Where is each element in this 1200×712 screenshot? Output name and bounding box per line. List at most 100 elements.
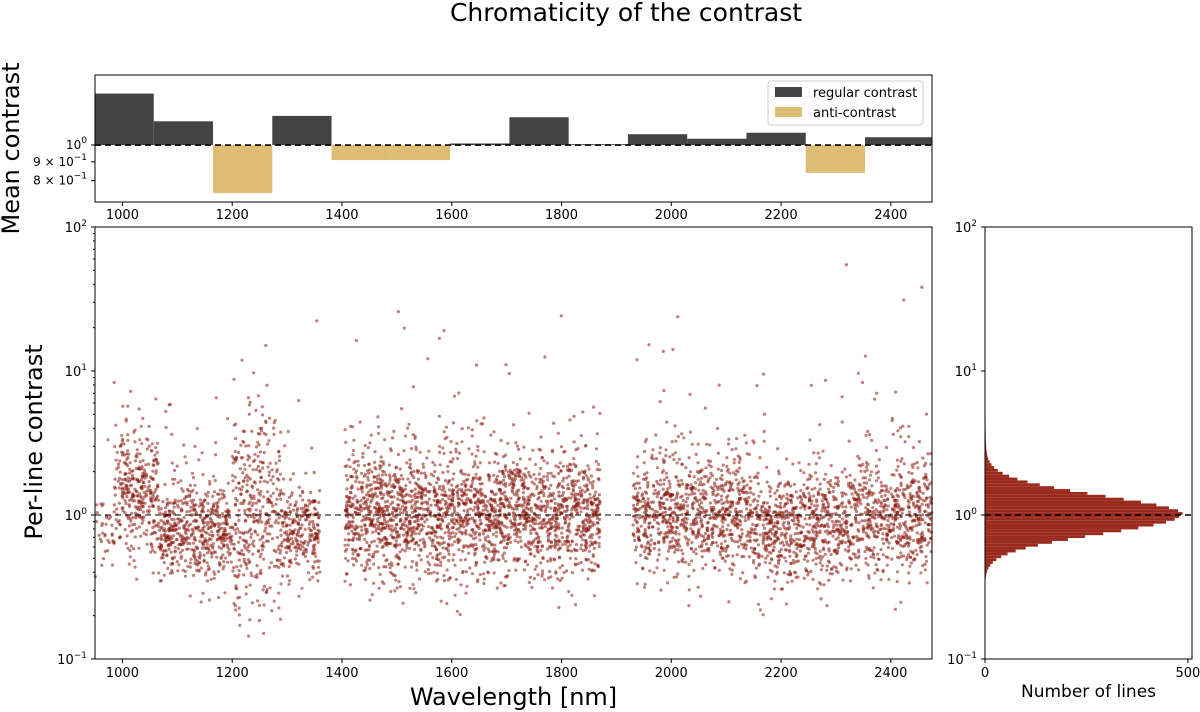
scatter-point bbox=[230, 534, 234, 538]
scatter-point bbox=[536, 505, 540, 509]
scatter-point bbox=[556, 548, 560, 552]
scatter-point bbox=[312, 513, 316, 517]
scatter-point bbox=[596, 564, 600, 568]
scatter-point bbox=[540, 544, 545, 549]
scatter-point bbox=[370, 593, 374, 597]
scatter-point bbox=[637, 528, 641, 533]
scatter-point bbox=[167, 509, 171, 513]
scatter-point bbox=[388, 476, 392, 480]
scatter-point bbox=[680, 512, 684, 517]
scatter-point bbox=[442, 574, 446, 578]
scatter-point bbox=[259, 552, 263, 556]
scatter-point bbox=[177, 521, 181, 525]
scatter-point bbox=[518, 457, 522, 461]
scatter-point bbox=[191, 541, 196, 545]
scatter-point bbox=[261, 466, 265, 470]
scatter-point bbox=[557, 525, 561, 529]
scatter-point bbox=[366, 497, 370, 501]
scatter-point bbox=[417, 577, 422, 581]
scatter-point bbox=[233, 475, 237, 479]
scatter-point bbox=[123, 528, 127, 532]
scatter-point bbox=[522, 514, 526, 518]
scatter-point bbox=[389, 449, 393, 453]
scatter-point bbox=[486, 534, 490, 539]
scatter-point bbox=[443, 490, 447, 494]
scatter-point bbox=[590, 503, 594, 507]
scatter-point bbox=[163, 482, 167, 487]
scatter-point bbox=[256, 533, 260, 537]
scatter-point bbox=[290, 530, 295, 534]
scatter-point bbox=[461, 522, 465, 526]
scatter-point bbox=[217, 524, 221, 529]
scatter-point bbox=[596, 509, 600, 513]
scatter-point bbox=[587, 567, 591, 571]
scatter-point bbox=[499, 497, 503, 501]
scatter-point bbox=[500, 470, 505, 474]
scatter-point bbox=[176, 517, 180, 521]
scatter-point bbox=[427, 497, 431, 501]
scatter-point bbox=[476, 578, 480, 582]
scatter-point bbox=[361, 455, 365, 459]
scatter-point bbox=[190, 471, 194, 475]
scatter-point bbox=[532, 493, 536, 498]
scatter-point bbox=[491, 532, 495, 536]
scatter-point bbox=[719, 468, 724, 473]
scatter-point bbox=[455, 520, 459, 524]
scatter-point bbox=[631, 503, 636, 508]
scatter-point bbox=[303, 527, 307, 532]
mean-contrast-bar-5 bbox=[331, 145, 391, 161]
scatter-point bbox=[465, 523, 469, 527]
scatter-point bbox=[278, 551, 282, 555]
scatter-point bbox=[454, 447, 458, 451]
scatter-point bbox=[356, 463, 361, 467]
mean-contrast-ytick-label-base: 9 × 10 bbox=[33, 155, 74, 169]
scatter-point bbox=[488, 528, 492, 532]
scatter-point bbox=[661, 469, 666, 473]
scatter-point bbox=[536, 544, 540, 549]
scatter-point bbox=[719, 553, 723, 557]
scatter-point bbox=[121, 437, 125, 441]
scatter-point bbox=[584, 538, 588, 543]
scatter-point bbox=[234, 608, 238, 612]
scatter-point bbox=[121, 496, 125, 500]
scatter-point bbox=[260, 405, 264, 409]
mean-contrast-bar-4 bbox=[272, 115, 332, 146]
scatter-point bbox=[396, 497, 400, 501]
scatter-point bbox=[170, 528, 174, 532]
scatter-point bbox=[579, 530, 584, 534]
scatter-point bbox=[404, 501, 408, 505]
scatter-point bbox=[720, 556, 724, 560]
scatter-point bbox=[668, 529, 673, 533]
scatter-point bbox=[203, 492, 208, 496]
scatter-point bbox=[730, 572, 734, 576]
scatter-point bbox=[426, 567, 430, 572]
scatter-point bbox=[309, 539, 313, 543]
scatter-point bbox=[465, 584, 469, 589]
scatter-point bbox=[408, 458, 412, 462]
scatter-point bbox=[481, 492, 485, 497]
scatter-point bbox=[685, 511, 689, 516]
scatter-point bbox=[173, 550, 177, 554]
scatter-point bbox=[191, 519, 195, 523]
scatter-point bbox=[482, 581, 486, 586]
scatter-point bbox=[728, 528, 733, 532]
scatter-point bbox=[699, 480, 703, 484]
scatter-point bbox=[398, 467, 402, 471]
scatter-point bbox=[529, 542, 533, 547]
scatter-point bbox=[209, 577, 213, 582]
scatter-point bbox=[844, 505, 848, 509]
scatter-point bbox=[372, 581, 376, 585]
scatter-point bbox=[303, 511, 307, 515]
scatter-point bbox=[565, 515, 569, 519]
scatter-point bbox=[203, 546, 208, 550]
scatter-point bbox=[314, 571, 319, 576]
scatter-point bbox=[193, 444, 197, 449]
scatter-point bbox=[392, 429, 396, 433]
scatter-point bbox=[699, 594, 703, 598]
scatter-point bbox=[552, 509, 557, 513]
scatter-point bbox=[556, 431, 560, 435]
scatter-point bbox=[316, 579, 320, 583]
scatter-point bbox=[470, 534, 474, 538]
scatter-point bbox=[473, 519, 477, 523]
scatter-point bbox=[568, 517, 572, 521]
